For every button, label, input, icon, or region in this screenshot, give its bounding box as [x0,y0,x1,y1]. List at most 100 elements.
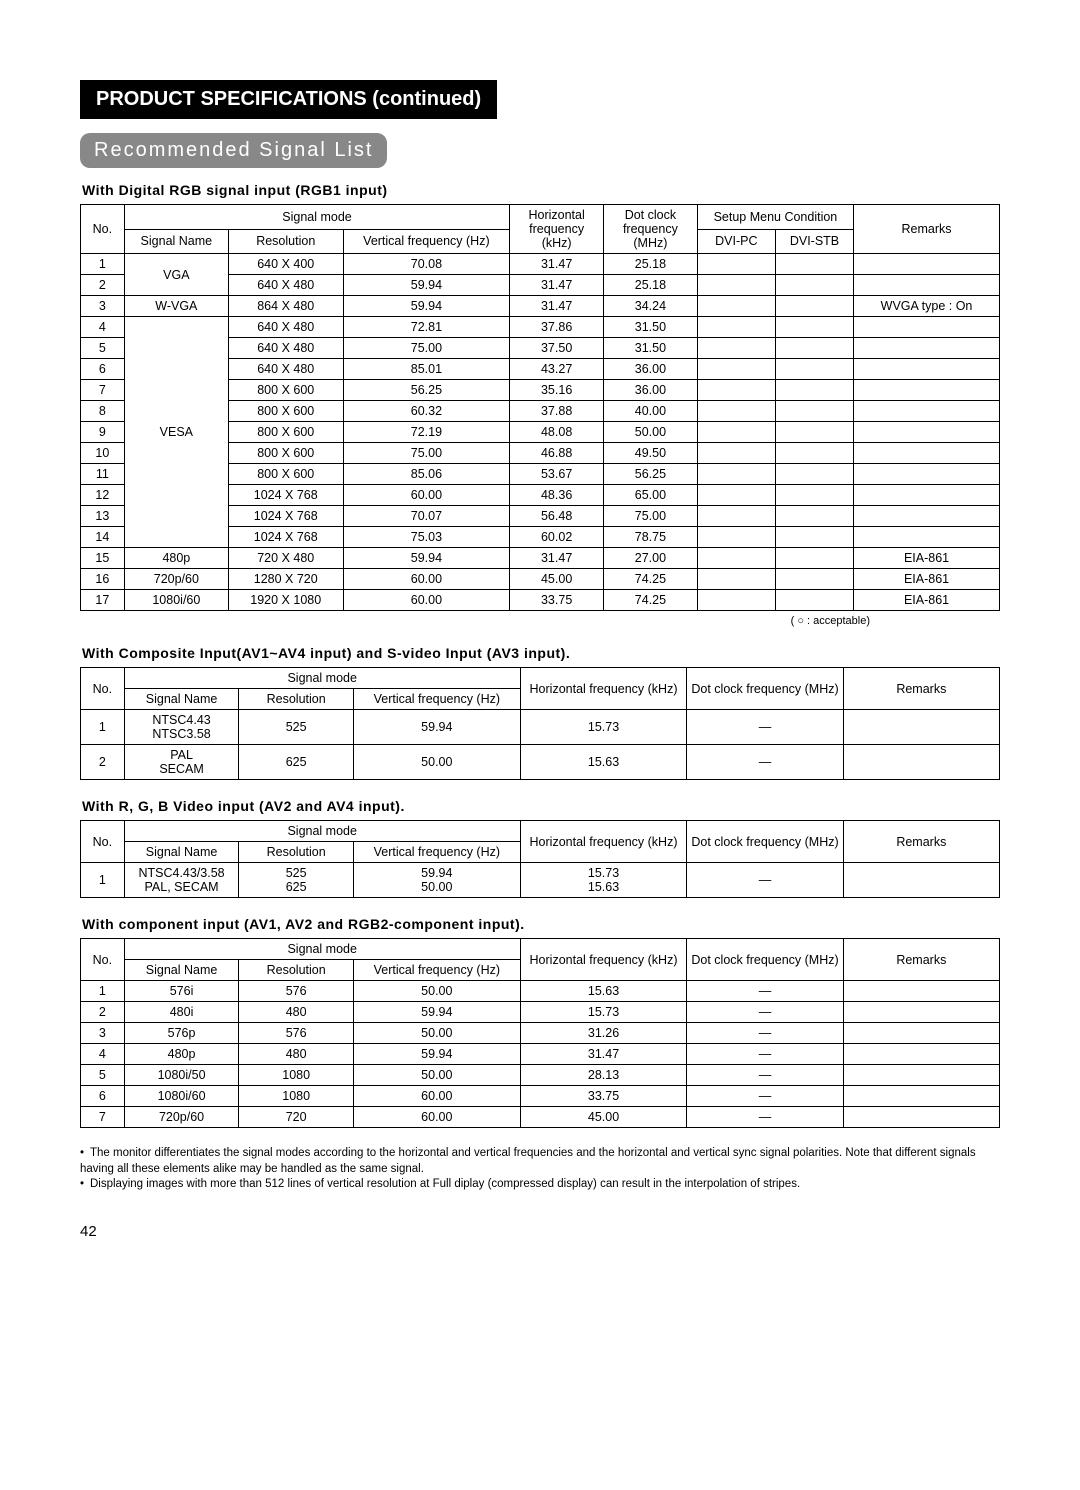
table-cell [775,317,853,338]
table1-label: With Digital RGB signal input (RGB1 inpu… [82,182,998,198]
table-row: 7720p/6072060.0045.00— [81,1107,1000,1128]
table-cell: 525 [239,710,354,745]
table-cell: 25.18 [604,275,698,296]
table-cell: 480p [124,548,228,569]
table-cell: 10 [81,443,125,464]
table-cell: 75.00 [604,506,698,527]
table-cell [775,569,853,590]
table-cell: 3 [81,296,125,317]
table-cell: 59.94 [343,548,510,569]
table1-section: With Digital RGB signal input (RGB1 inpu… [80,182,1000,627]
table-cell: — [687,710,843,745]
table-cell: 1024 X 768 [228,506,343,527]
col-resolution: Resolution [239,960,354,981]
col-resolution: Resolution [239,689,354,710]
col-remarks: Remarks [854,205,1000,254]
col-no: No. [81,668,125,710]
table-cell [697,485,775,506]
table-cell: 59.9450.00 [353,863,520,898]
table-cell: 37.88 [510,401,604,422]
col-remarks: Remarks [843,668,999,710]
table-cell [697,527,775,548]
table-cell: 4 [81,1044,125,1065]
table-cell: 800 X 600 [228,464,343,485]
table-cell: 72.19 [343,422,510,443]
table-cell: 7 [81,1107,125,1128]
table-cell [843,1086,999,1107]
table-cell: 37.50 [510,338,604,359]
table-cell: 72.81 [343,317,510,338]
col-signalname: Signal Name [124,960,239,981]
table-cell: 15 [81,548,125,569]
table-cell: 9 [81,422,125,443]
table-cell: 59.94 [343,275,510,296]
table-cell: 34.24 [604,296,698,317]
table-cell [697,401,775,422]
table-cell [854,359,1000,380]
table4-label: With component input (AV1, AV2 and RGB2-… [82,916,998,932]
table-cell [854,275,1000,296]
table-cell: 15.63 [520,981,687,1002]
note-1: The monitor differentiates the signal mo… [80,1147,976,1175]
table-cell: 27.00 [604,548,698,569]
table-cell: 576 [239,1023,354,1044]
table-cell: 5 [81,338,125,359]
table3: No. Signal mode Horizontal frequency (kH… [80,820,1000,898]
table-cell [854,506,1000,527]
col-resolution: Resolution [228,229,343,254]
note-2: Displaying images with more than 512 lin… [90,1178,800,1190]
table4: No. Signal mode Horizontal frequency (kH… [80,938,1000,1128]
table-cell: 17 [81,590,125,611]
table-cell: NTSC4.43/3.58PAL, SECAM [124,863,239,898]
table-cell: 16 [81,569,125,590]
table-cell: 15.7315.63 [520,863,687,898]
table-cell: 1080i/50 [124,1065,239,1086]
table-cell: 2 [81,275,125,296]
table-cell: EIA-861 [854,590,1000,611]
table-cell: 5 [81,1065,125,1086]
table-cell [697,506,775,527]
col-dotclock: Dot clock frequency (MHz) [687,668,843,710]
table-cell: W-VGA [124,296,228,317]
table-cell: 640 X 480 [228,359,343,380]
col-dotclock: Dot clock frequency (MHz) [687,821,843,863]
table-cell: 45.00 [520,1107,687,1128]
table-cell [775,275,853,296]
table-cell: 1920 X 1080 [228,590,343,611]
col-signalmode: Signal mode [124,939,520,960]
notes: •The monitor differentiates the signal m… [80,1146,1000,1193]
table-cell: EIA-861 [854,569,1000,590]
table-cell: VGA [124,254,228,296]
col-no: No. [81,205,125,254]
table-cell: 50.00 [604,422,698,443]
table-cell: 576 [239,981,354,1002]
table-cell: 33.75 [510,590,604,611]
table-cell: 14 [81,527,125,548]
table-cell: 640 X 480 [228,338,343,359]
table-cell [775,548,853,569]
table-cell [775,464,853,485]
table-cell [843,1002,999,1023]
table-cell: — [687,1107,843,1128]
table-cell: 60.02 [510,527,604,548]
col-vfreq: Vertical frequency (Hz) [353,842,520,863]
table-cell [775,443,853,464]
table-cell: 1 [81,981,125,1002]
table-cell [775,359,853,380]
table-cell [843,710,999,745]
table-cell: 75.00 [343,443,510,464]
table-cell: 15.73 [520,710,687,745]
col-dvistb: DVI-STB [775,229,853,254]
table-cell: — [687,1023,843,1044]
table-cell [843,745,999,780]
table-cell [775,254,853,275]
table-cell: 800 X 600 [228,422,343,443]
table-cell [843,1044,999,1065]
table-cell [854,317,1000,338]
table-cell: 50.00 [353,1065,520,1086]
table-cell [697,338,775,359]
table-cell: 480p [124,1044,239,1065]
table-cell: 6 [81,359,125,380]
table-row: 4VESA640 X 48072.8137.8631.50 [81,317,1000,338]
table-row: 3W-VGA864 X 48059.9431.4734.24WVGA type … [81,296,1000,317]
